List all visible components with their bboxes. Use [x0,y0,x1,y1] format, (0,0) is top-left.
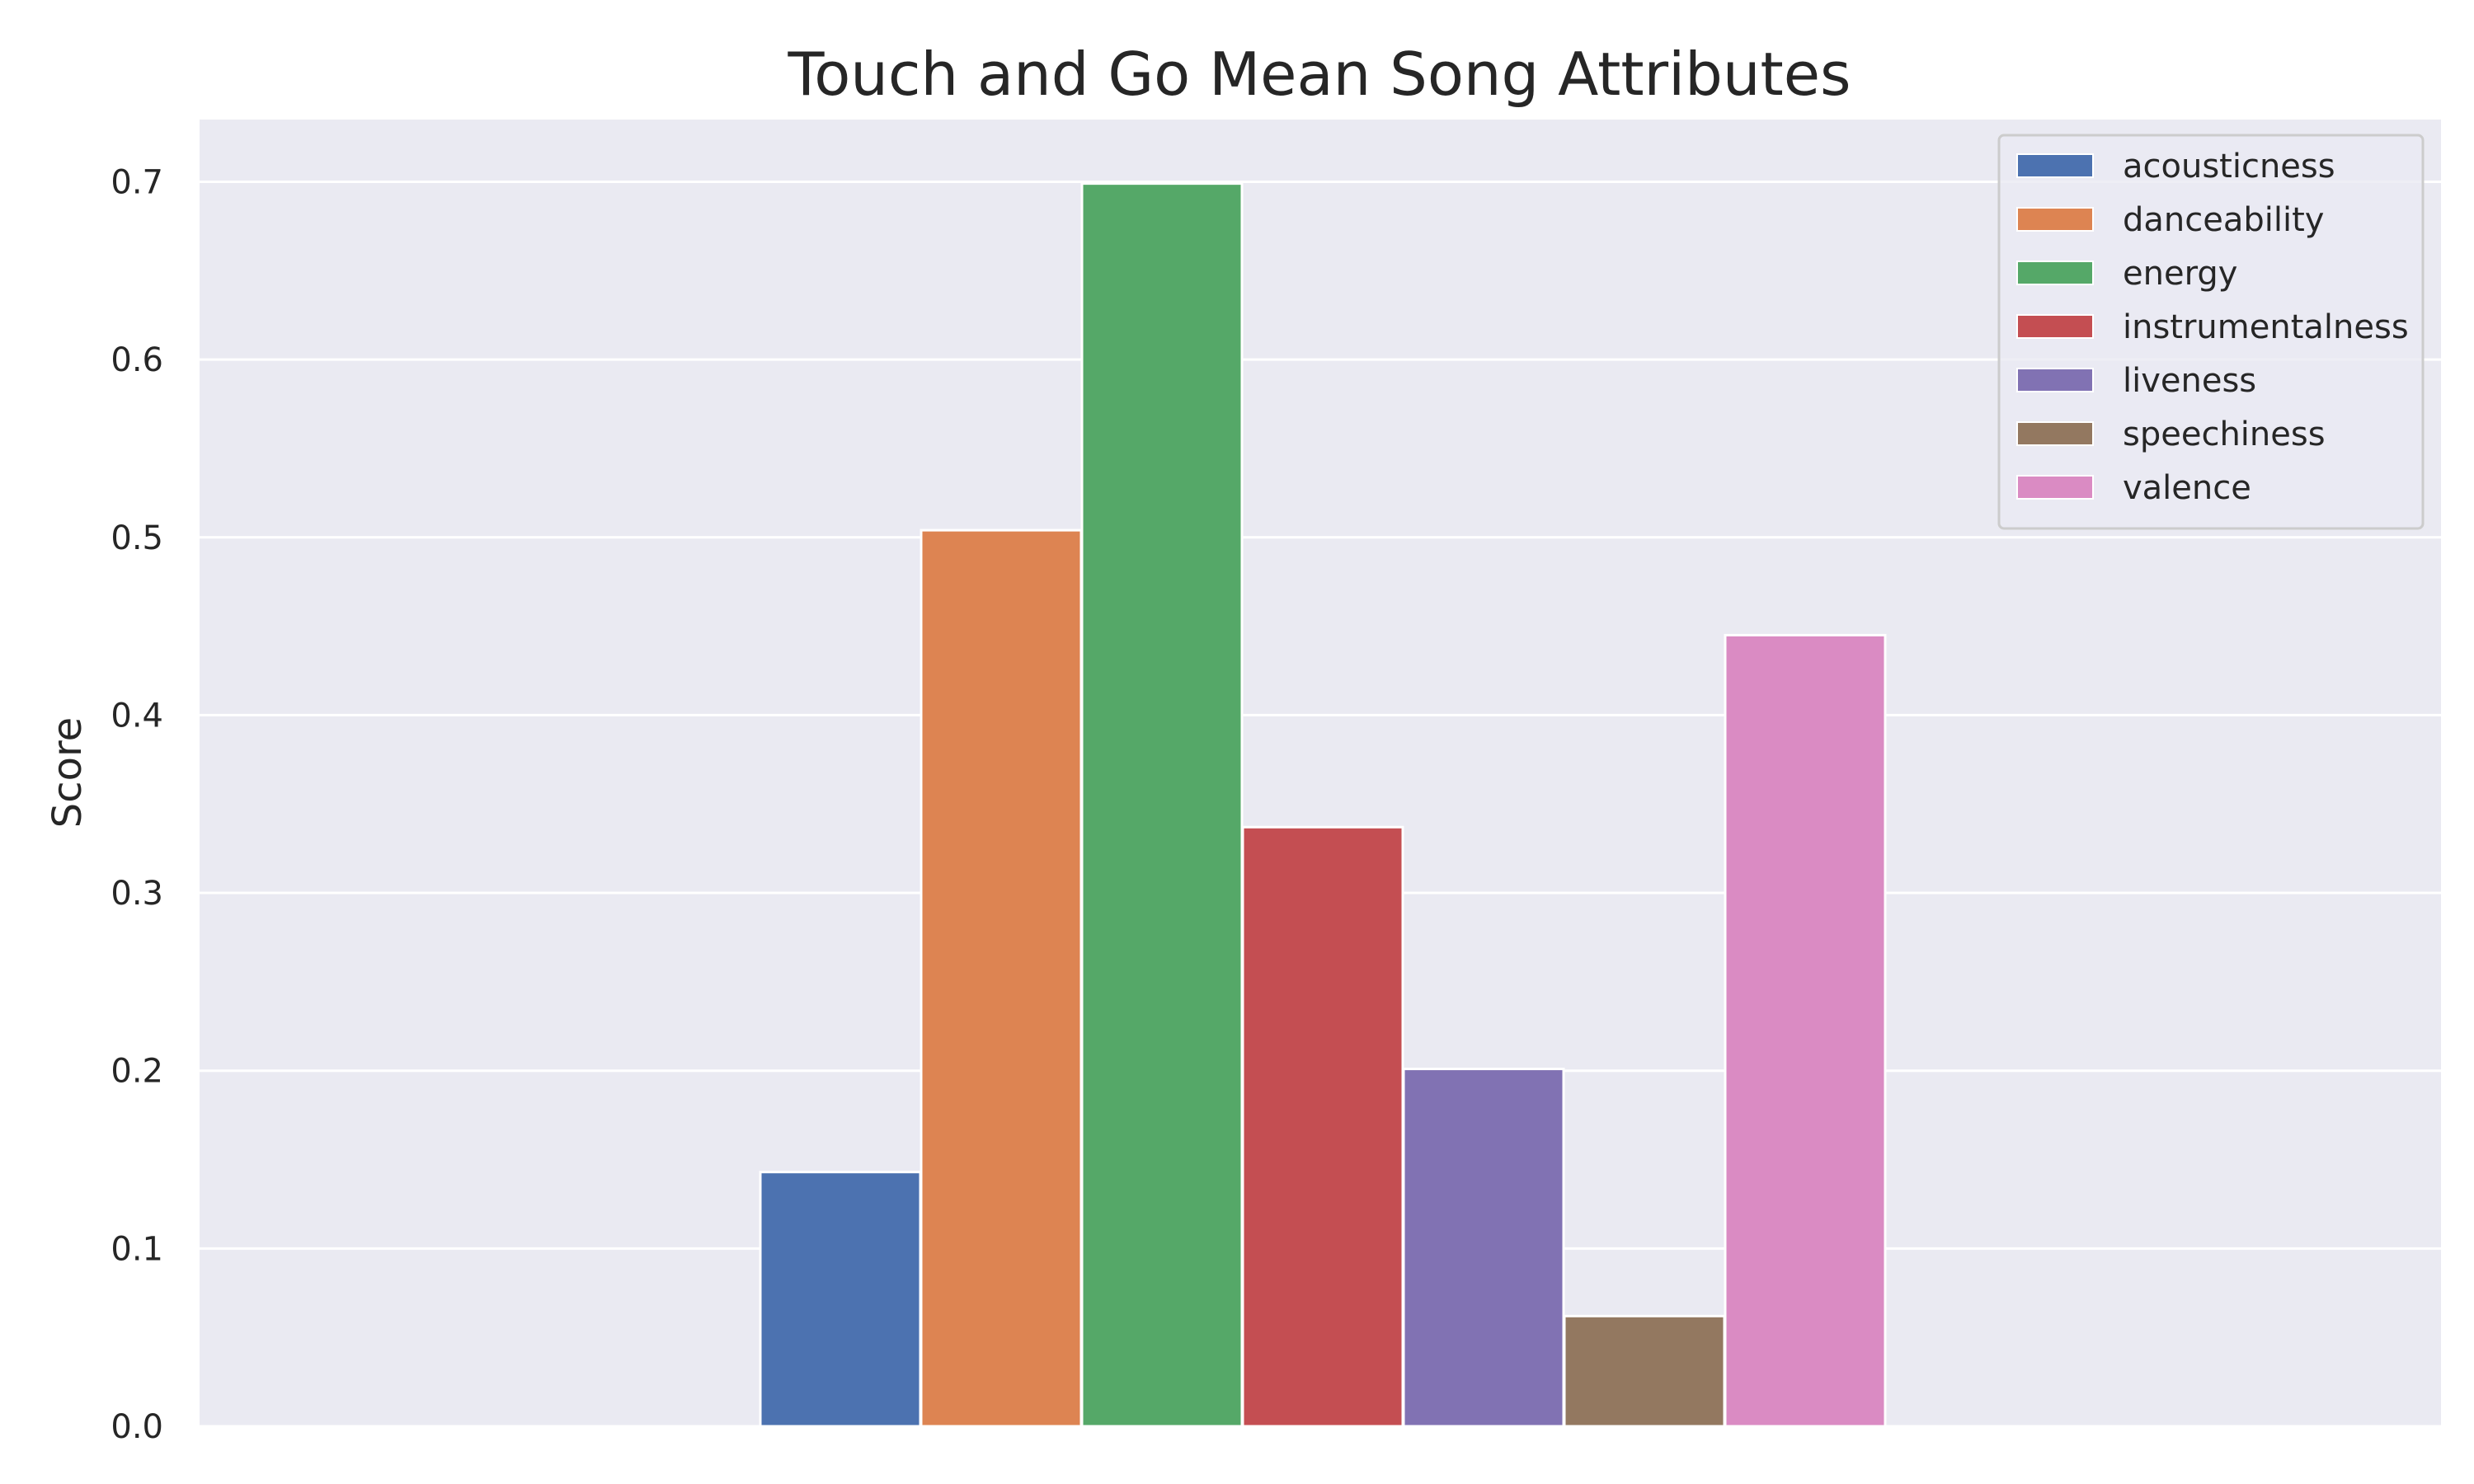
y-tick-label: 0.7 [111,163,163,201]
y-tick-label: 0.6 [111,341,163,379]
legend-label-energy: energy [2123,255,2237,293]
legend-label-acousticness: acousticness [2123,148,2335,186]
legend-swatch-instrumentalness [2016,314,2094,339]
bar-instrumentalness [1241,825,1404,1428]
legend-swatch-acousticness [2016,153,2094,178]
bar-energy [1080,182,1244,1428]
y-tick-label: 0.3 [111,875,163,913]
legend: acousticness danceability energy instrument… [1997,134,2425,530]
bar-danceability [920,528,1083,1428]
legend-label-valence: valence [2123,469,2251,507]
bar-liveness [1402,1068,1565,1428]
legend-label-instrumentalness: instrumentalness [2123,308,2409,346]
y-tick-labels: 0.0 0.1 0.2 0.3 0.4 0.5 0.6 0.7 [111,163,163,1446]
legend-label-speechiness: speechiness [2123,416,2326,453]
y-tick-label: 0.2 [111,1053,163,1091]
legend-label-danceability: danceability [2123,201,2324,239]
bar-speechiness [1563,1314,1726,1428]
y-tick-label: 0.4 [111,697,163,735]
y-tick-label: 0.1 [111,1230,163,1268]
bars [759,182,1887,1428]
chart-title: Touch and Go Mean Song Attributes [787,40,1851,109]
legend-box [1997,134,2425,530]
legend-swatch-valence [2016,475,2094,500]
bar-acousticness [759,1171,922,1428]
legend-swatch-speechiness [2016,421,2094,446]
y-tick-label: 0.5 [111,519,163,557]
legend-swatch-liveness [2016,368,2094,392]
bar-valence [1724,633,1887,1428]
legend-label-liveness: liveness [2123,362,2256,400]
y-axis-label: Score [45,717,91,828]
legend-swatch-energy [2016,261,2094,285]
y-tick-label: 0.0 [111,1408,163,1446]
legend-swatch-danceability [2016,207,2094,232]
